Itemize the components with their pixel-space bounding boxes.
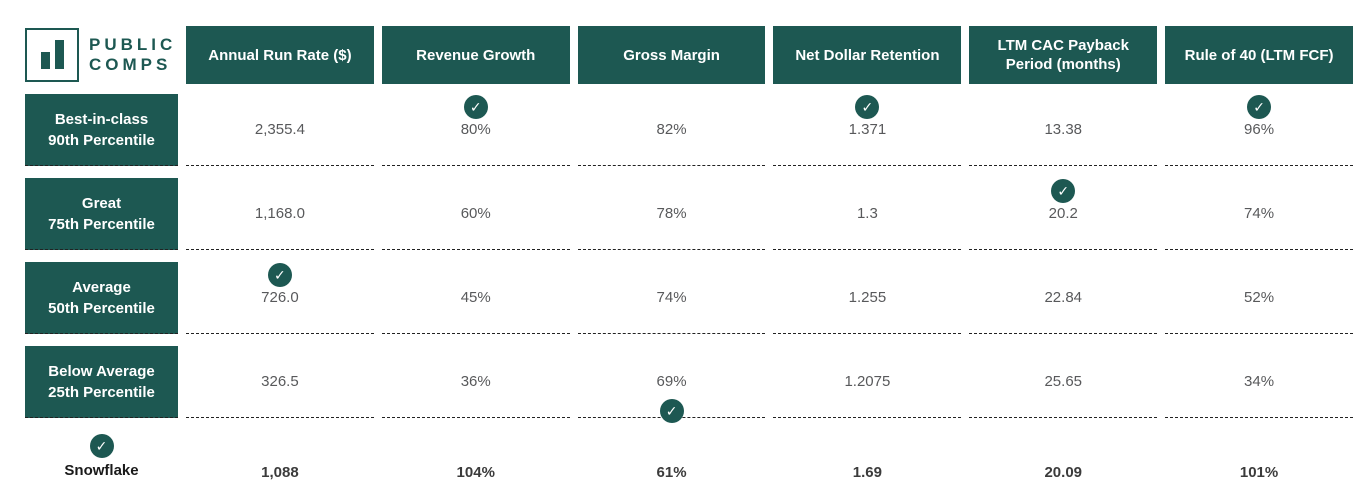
- cell-value: 69%: [656, 373, 687, 390]
- table-cell: ✓ 1.2075 ✓: [773, 346, 962, 430]
- table-cell: ✓ 1,168.0 ✓: [186, 178, 374, 262]
- cell-value: 25.65: [1044, 373, 1083, 390]
- cell-value: 96%: [1244, 121, 1275, 138]
- company-name: Snowflake: [64, 462, 139, 479]
- row-label-90th-percentile: Best-in-class 90th Percentile: [25, 94, 178, 178]
- cell-value: 45%: [460, 289, 491, 306]
- row-label-75th-percentile: Great 75th Percentile: [25, 178, 178, 262]
- table-cell: ✓ 726.0 ✓: [186, 262, 374, 346]
- column-header-revenue-growth: Revenue Growth: [381, 26, 570, 84]
- cell-value: 22.84: [1044, 289, 1083, 306]
- table-cell: ✓ 52% ✓: [1165, 262, 1353, 346]
- checkmark-icon: ✓: [89, 434, 114, 458]
- row-label-25th-percentile: Below Average 25th Percentile: [25, 346, 178, 430]
- column-header-gross-margin: Gross Margin: [577, 26, 766, 84]
- public-comps-logo: PUBLIC COMPS: [25, 26, 178, 94]
- table-cell: ✓ 1.371 ✓: [773, 94, 962, 178]
- cell-value: 1.255: [848, 289, 887, 306]
- column-header-rule-of-40: Rule of 40 (LTM FCF): [1165, 26, 1353, 84]
- row-label-snowflake: ✓ Snowflake: [25, 430, 178, 500]
- checkmark-icon: ✓: [267, 263, 292, 287]
- cell-value: 74%: [656, 289, 687, 306]
- table-cell: ✓ 80% ✓: [381, 94, 570, 178]
- cell-value: 36%: [460, 373, 491, 390]
- company-value-annual-run-rate: 1,088: [261, 464, 299, 481]
- cell-value: 74%: [1244, 205, 1275, 222]
- column-header-net-dollar-retention: Net Dollar Retention: [773, 26, 962, 84]
- table-cell: ✓ 25.65 ✓: [969, 346, 1158, 430]
- table-cell: ✓ 1.255 ✓: [773, 262, 962, 346]
- row-label-50th-percentile: Average 50th Percentile: [25, 262, 178, 346]
- bar-chart-icon: [25, 28, 79, 82]
- company-value-revenue-growth: 104%: [456, 464, 495, 481]
- table-cell: ✓ 34% ✓: [1165, 346, 1353, 430]
- table-cell: ✓ 69% ✓: [577, 346, 766, 430]
- table-cell: ✓ 22.84 ✓: [969, 262, 1158, 346]
- cell-value: 80%: [460, 121, 491, 138]
- company-value-rule-of-40: 101%: [1239, 464, 1279, 481]
- cell-value: 2,355.4: [254, 121, 305, 138]
- table-cell: ✓ 45% ✓: [381, 262, 570, 346]
- checkmark-icon: ✓: [1051, 179, 1076, 203]
- table-cell: ✓ 1.3 ✓: [773, 178, 962, 262]
- company-value-gross-margin: 61%: [656, 464, 687, 481]
- cell-value: 1.2075: [844, 373, 891, 390]
- cell-value: 13.38: [1044, 121, 1083, 138]
- table-cell: ✓ 20.2 ✓: [969, 178, 1158, 262]
- checkmark-icon: ✓: [463, 95, 488, 119]
- table-cell: ✓ 13.38 ✓: [969, 94, 1158, 178]
- cell-value: 52%: [1244, 289, 1275, 306]
- cell-value: 1.3: [856, 205, 878, 222]
- checkmark-icon: ✓: [855, 95, 880, 119]
- cell-value: 78%: [656, 205, 687, 222]
- column-header-ltm-cac-payback: LTM CAC Payback Period (months): [969, 26, 1158, 84]
- table-cell: ✓ 74% ✓: [577, 262, 766, 346]
- table-cell: ✓ 36% ✓: [381, 346, 570, 430]
- column-header-annual-run-rate: Annual Run Rate ($): [186, 26, 374, 84]
- cell-value: 20.2: [1048, 205, 1078, 222]
- cell-value: 326.5: [261, 373, 299, 390]
- checkmark-icon: ✓: [659, 399, 684, 423]
- table-cell: ✓ 60% ✓: [381, 178, 570, 262]
- cell-value: 60%: [460, 205, 491, 222]
- cell-value: 34%: [1244, 373, 1275, 390]
- table-cell: ✓ 326.5 ✓: [186, 346, 374, 430]
- cell-value: 1,168.0: [254, 205, 305, 222]
- cell-value: 1.371: [848, 121, 887, 138]
- table-cell: ✓ 78% ✓: [577, 178, 766, 262]
- table-cell: ✓ 82% ✓: [577, 94, 766, 178]
- checkmark-icon: ✓: [1247, 95, 1272, 119]
- company-value-ltm-cac-payback: 20.09: [1044, 464, 1083, 481]
- cell-value: 82%: [656, 121, 687, 138]
- brand-name: PUBLIC COMPS: [89, 35, 177, 74]
- table-cell: ✓ 2,355.4 ✓: [186, 94, 374, 178]
- cell-value: 726.0: [261, 289, 299, 306]
- company-value-net-dollar-retention: 1.69: [852, 464, 882, 481]
- table-cell: ✓ 74% ✓: [1165, 178, 1353, 262]
- table-cell: ✓ 96% ✓: [1165, 94, 1353, 178]
